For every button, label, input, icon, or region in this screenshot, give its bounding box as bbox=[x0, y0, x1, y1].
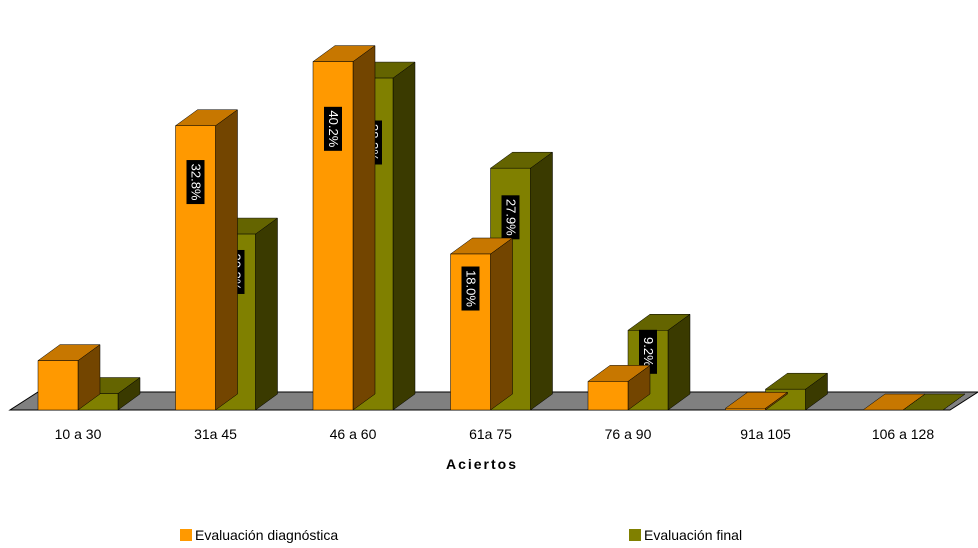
bar-diagnostica-2-label: 40.2% bbox=[324, 106, 342, 151]
x-tick-label: 91a 105 bbox=[740, 426, 791, 442]
x-axis-title: Aciertos bbox=[446, 456, 518, 472]
bar-diagnostica-6 bbox=[862, 393, 926, 411]
bar-diagnostica-0 bbox=[37, 344, 101, 411]
bar-diagnostica-1 bbox=[174, 109, 239, 411]
bar-final-3-label: 27.9% bbox=[501, 195, 520, 240]
legend-item-final: Evaluación final bbox=[629, 525, 742, 545]
legend-label-final: Evaluación final bbox=[644, 527, 743, 543]
svg-text:32.8%: 32.8% bbox=[189, 164, 204, 201]
x-tick-label: 106 a 128 bbox=[872, 426, 934, 442]
legend-swatch-diagnostica bbox=[180, 529, 192, 541]
bar-diagnostica-3 bbox=[449, 237, 514, 411]
x-tick-label: 31a 45 bbox=[194, 426, 237, 442]
bar-diagnostica-5 bbox=[724, 391, 789, 411]
legend-label-diagnostica: Evaluación diagnóstica bbox=[195, 527, 339, 543]
x-tick-label: 46 a 60 bbox=[330, 426, 377, 442]
x-tick-label: 61a 75 bbox=[469, 426, 512, 442]
bar-chart: 20.3%32.8%38.3%40.2%27.9%18.0%9.2% 10 a … bbox=[8, 45, 978, 472]
bars-group: 20.3%32.8%38.3%40.2%27.9%18.0%9.2% bbox=[37, 45, 966, 411]
svg-text:27.9%: 27.9% bbox=[504, 199, 519, 236]
svg-text:9.2%: 9.2% bbox=[641, 337, 656, 367]
svg-text:40.2%: 40.2% bbox=[326, 110, 341, 147]
category-labels-group: 10 a 30 31a 45 46 a 60 61a 75 76 a 90 91a 105… bbox=[55, 426, 935, 442]
legend-swatch-final bbox=[629, 529, 641, 541]
bar-diagnostica-3-label: 18.0% bbox=[461, 266, 480, 311]
x-tick-label: 76 a 90 bbox=[605, 426, 652, 442]
bar-diagnostica-2 bbox=[312, 45, 376, 411]
bar-final-4-label: 9.2% bbox=[639, 329, 657, 374]
x-tick-label: 10 a 30 bbox=[55, 426, 102, 442]
bar-diagnostica-4 bbox=[587, 364, 651, 411]
bar-diagnostica-1-label: 32.8% bbox=[186, 160, 205, 205]
legend-item-diagnostica: Evaluación diagnóstica bbox=[180, 525, 338, 545]
svg-text:18.0%: 18.0% bbox=[464, 270, 479, 307]
